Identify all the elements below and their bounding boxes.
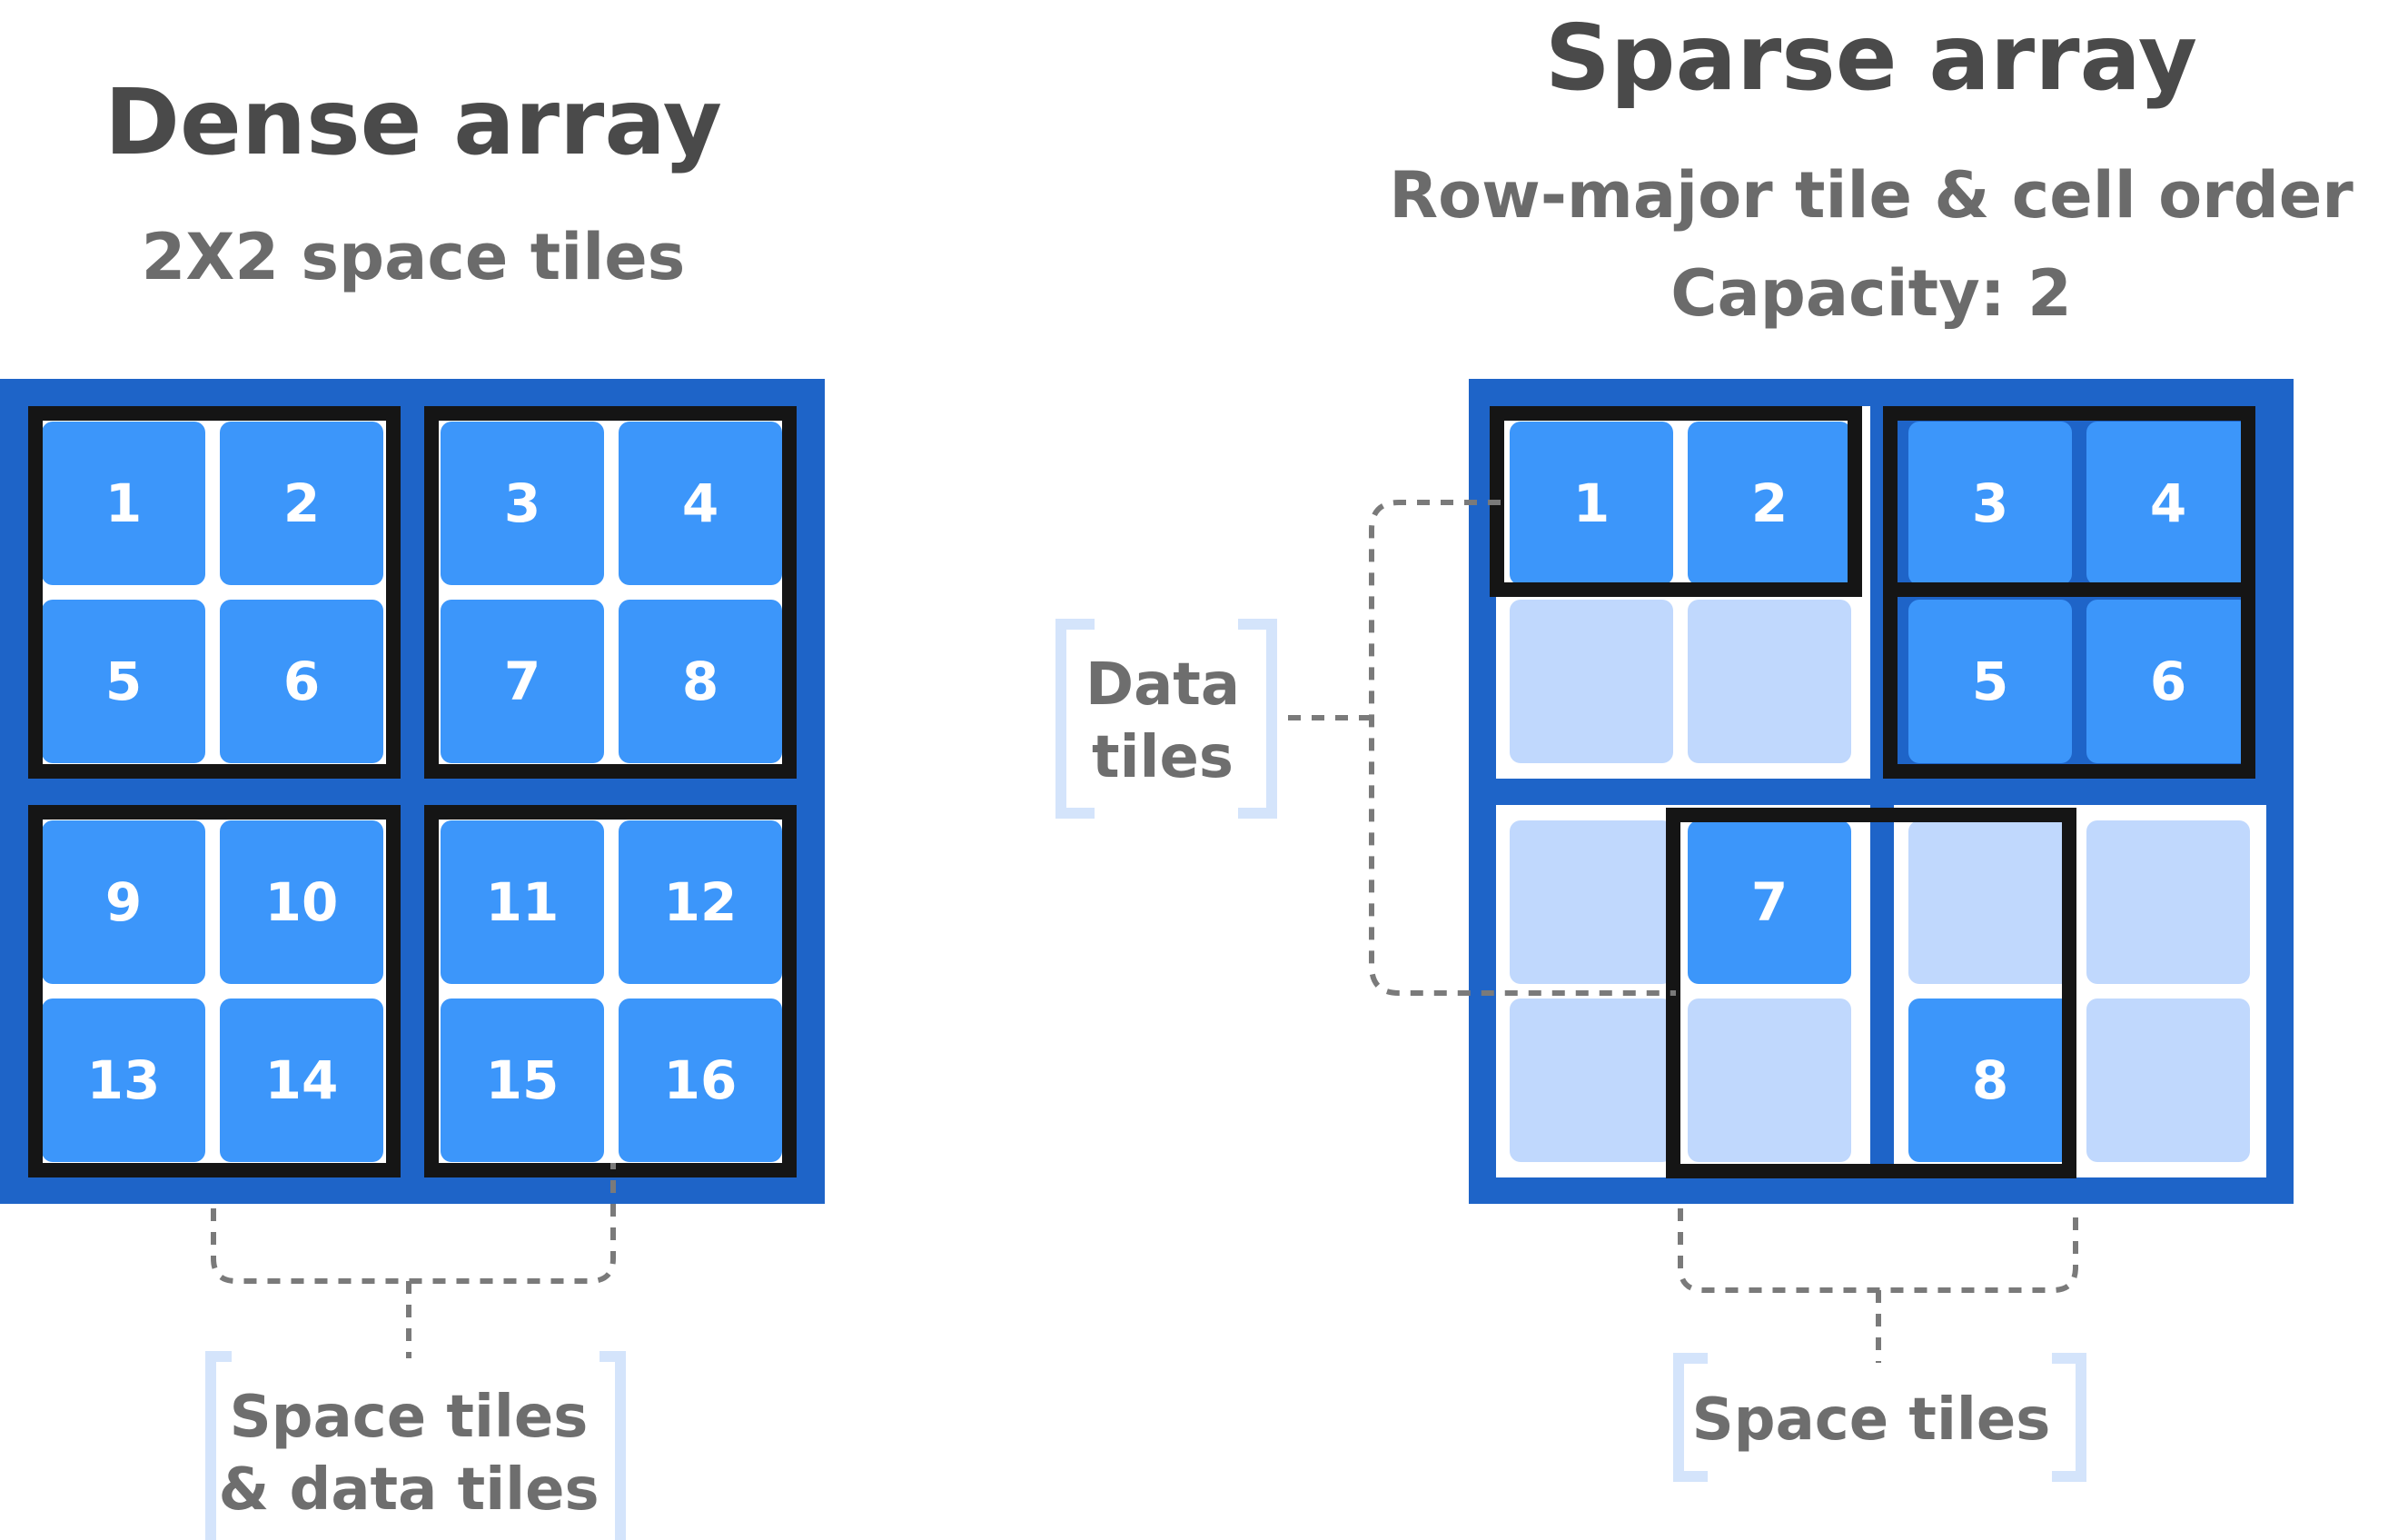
sparse-empty-cell [1510, 600, 1673, 763]
sparse-subtitle-line2: Capacity: 2 [1670, 256, 2072, 331]
dense-cell: 14 [220, 999, 383, 1162]
sparse-cell: 5 [1908, 600, 2072, 763]
dense-space-tile [424, 406, 797, 779]
dense-cell: 5 [42, 600, 205, 763]
sparse-title: Sparse array [1544, 5, 2198, 111]
dense-cell: 3 [441, 422, 604, 585]
sparse-data-tile [1883, 406, 2255, 597]
dense-cell: 4 [619, 422, 782, 585]
sparse-cell: 8 [1908, 999, 2072, 1162]
dense-cell: 8 [619, 600, 782, 763]
sparse-data-callout-line1: Data [1085, 651, 1241, 719]
dense-callout-line1: Space tiles [229, 1384, 589, 1451]
sparse-cell: 6 [2086, 600, 2250, 763]
dense-subtitle: 2X2 space tiles [141, 220, 686, 294]
sparse-cell: 7 [1688, 820, 1851, 984]
dense-cell: 16 [619, 999, 782, 1162]
sparse-cell: 4 [2086, 422, 2250, 585]
dense-cell: 13 [42, 999, 205, 1162]
dense-cell: 1 [42, 422, 205, 585]
sparse-empty-cell [1688, 999, 1851, 1162]
sparse-tile-gap [1870, 805, 1894, 1177]
dense-callout-line2: & data tiles [218, 1456, 600, 1524]
sparse-cell: 2 [1688, 422, 1851, 585]
sparse-cell: 3 [1908, 422, 2072, 585]
sparse-data-tile [1490, 406, 1862, 597]
dense-cell: 12 [619, 820, 782, 984]
sparse-data-callout-line2: tiles [1092, 724, 1234, 791]
dense-cell: 10 [220, 820, 383, 984]
dense-cell: 11 [441, 820, 604, 984]
sparse-space-callout: Space tiles [1691, 1386, 2051, 1454]
sparse-empty-cell [1510, 999, 1673, 1162]
dense-space-tile [424, 805, 797, 1177]
dense-cell: 6 [220, 600, 383, 763]
sparse-empty-cell [2086, 820, 2250, 984]
sparse-empty-cell [1510, 820, 1673, 984]
dense-cell: 2 [220, 422, 383, 585]
sparse-empty-cell [2086, 999, 2250, 1162]
sparse-data-tile [1666, 808, 2076, 1178]
dense-space-tile [28, 805, 401, 1177]
sparse-empty-cell [1908, 820, 2072, 984]
sparse-empty-cell [1688, 600, 1851, 763]
dense-cell: 7 [441, 600, 604, 763]
sparse-space-leader [1678, 1208, 2078, 1293]
sparse-data-tile [1883, 582, 2255, 779]
dense-cell: 9 [42, 820, 205, 984]
dense-cell: 15 [441, 999, 604, 1162]
sparse-subtitle-line1: Row-major tile & cell order [1389, 158, 2353, 233]
dense-title: Dense array [104, 69, 722, 175]
dense-space-tile [28, 406, 401, 779]
